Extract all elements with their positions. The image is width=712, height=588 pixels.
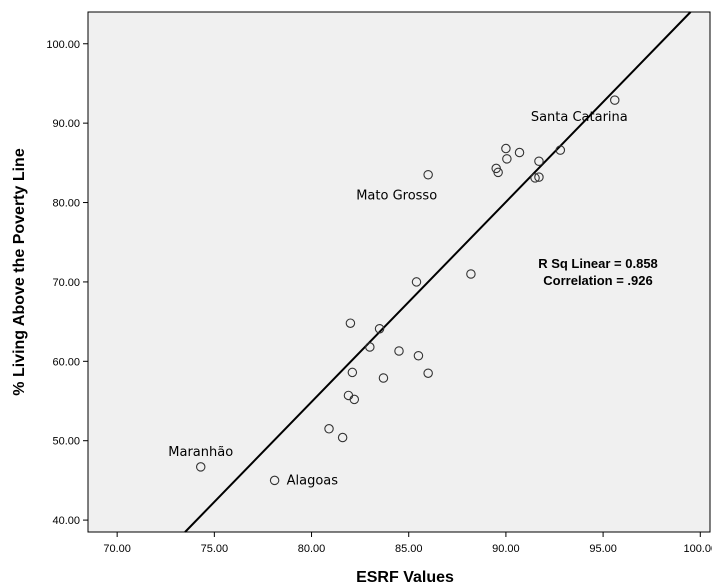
- data-point: [269, 475, 280, 486]
- data-point: [374, 324, 385, 334]
- y-tick-label: 40.00: [52, 515, 80, 527]
- x-tick-label: 80.00: [298, 543, 326, 555]
- y-tick-label: 50.00: [52, 436, 80, 448]
- y-tick-label: 90.00: [52, 118, 80, 130]
- data-point: [502, 154, 512, 164]
- x-tick-label: 85.00: [395, 543, 423, 555]
- data-point: [324, 424, 334, 434]
- x-tick-label: 90.00: [492, 543, 520, 555]
- data-point: [534, 156, 544, 167]
- x-tick-label: 100.00: [683, 543, 712, 555]
- annotation-r-squared: R Sq Linear = 0.858: [538, 256, 658, 271]
- data-point: [466, 269, 476, 279]
- data-point: [514, 147, 525, 158]
- data-point: [365, 342, 375, 352]
- fit-line: [184, 11, 692, 533]
- point-label: Alagoas: [287, 473, 339, 488]
- x-axis: 70.00 75.00 80.00 85.00 90.00 95.00 100.00: [103, 532, 712, 555]
- data-point: [378, 373, 389, 383]
- data-point: [349, 394, 360, 405]
- data-point: [423, 169, 433, 180]
- data-point: [501, 143, 511, 154]
- x-tick-label: 75.00: [201, 543, 229, 555]
- data-point: [530, 173, 540, 183]
- data-point: [534, 172, 544, 182]
- y-axis: 40.00 50.00 60.00 70.00 80.00 90.00 100.00: [46, 39, 88, 527]
- data-point: [423, 368, 433, 378]
- y-tick-label: 60.00: [52, 356, 80, 368]
- data-point: [610, 95, 620, 105]
- data-point: [411, 277, 422, 287]
- data-points: [195, 95, 620, 486]
- y-tick-label: 80.00: [52, 198, 80, 210]
- point-labels: Maranhão Alagoas Mato Grosso Santa Catarina: [168, 110, 627, 488]
- y-tick-label: 100.00: [46, 39, 80, 51]
- x-tick-label: 70.00: [103, 543, 131, 555]
- point-label: Maranhão: [168, 445, 233, 460]
- data-point: [195, 462, 206, 472]
- point-label: Santa Catarina: [531, 110, 628, 125]
- data-point: [345, 318, 356, 328]
- y-tick-label: 70.00: [52, 277, 80, 289]
- data-point: [347, 367, 358, 378]
- x-tick-label: 95.00: [589, 543, 617, 555]
- data-point: [493, 167, 503, 178]
- annotation-correlation: Correlation = .926: [543, 273, 652, 288]
- data-point: [413, 351, 424, 361]
- data-point: [394, 346, 404, 356]
- x-axis-title: ESRF Values: [356, 569, 454, 586]
- data-point: [555, 145, 566, 155]
- point-label: Mato Grosso: [356, 189, 437, 204]
- y-axis-title: % Living Above the Poverty Line: [11, 148, 28, 396]
- data-point: [337, 432, 348, 443]
